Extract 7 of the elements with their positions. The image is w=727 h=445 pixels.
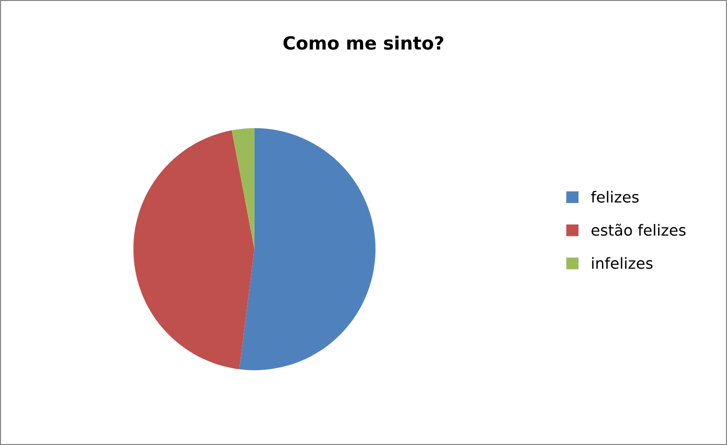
legend-label: estão felizes <box>592 224 686 236</box>
pie-slice <box>239 128 376 370</box>
chart-title: Como me sinto? <box>283 36 444 50</box>
pie-slice <box>232 128 254 250</box>
pie-slice <box>133 130 254 370</box>
legend-label: infelizes <box>592 257 653 269</box>
legend-label: felizes <box>591 190 639 203</box>
